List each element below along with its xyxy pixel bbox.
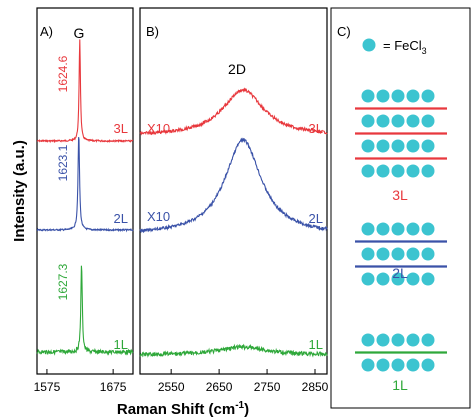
x-tick-label: 2550 [158, 380, 185, 394]
fecl3-molecule [406, 358, 420, 372]
peak-position-3l: 1624.6 [56, 55, 70, 92]
fecl3-molecule [421, 222, 435, 236]
spectra-traces [36, 39, 328, 358]
panel-b-label: B) [146, 24, 159, 39]
x-tick-label: 2650 [206, 380, 233, 394]
multiplier-2l: X10 [147, 209, 170, 224]
fecl3-molecule [406, 247, 420, 261]
x-axis-label-sup: -1 [235, 400, 244, 411]
fecl3-molecule [421, 139, 435, 153]
x-tick-label: 1575 [34, 380, 61, 394]
fecl3-molecule [391, 222, 405, 236]
x-axis-label-close: ) [244, 401, 249, 418]
fecl3-molecule [361, 89, 375, 103]
schematic-label-2l: 2L [392, 265, 408, 281]
schematic-label-3l: 3L [392, 187, 408, 203]
schematic-label-1l: 1L [392, 377, 408, 393]
panel-a-series-2l: 2L [114, 211, 128, 226]
fecl3-legend-text: = FeCl3 [383, 38, 427, 56]
fecl3-molecule [376, 89, 390, 103]
x-axis-label: Raman Shift (cm-1) [117, 400, 249, 418]
fecl3-molecule [406, 114, 420, 128]
fecl3-molecule [361, 164, 375, 178]
fecl3-molecule [391, 333, 405, 347]
fecl3-molecule [421, 358, 435, 372]
fecl3-molecule [421, 89, 435, 103]
y-axis-label: Intensity (a.u.) [11, 140, 28, 242]
g-peak-label: G [74, 25, 85, 41]
spectrum-1l [36, 265, 134, 356]
fecl3-legend-eq: = FeCl [383, 38, 422, 53]
fecl3-molecule [421, 114, 435, 128]
fecl3-molecule [421, 164, 435, 178]
fecl3-molecule [361, 114, 375, 128]
panel-b-series-1l: 1L [309, 337, 323, 352]
fecl3-legend-dot [362, 38, 376, 52]
fecl3-molecule [421, 247, 435, 261]
panel-a-series-1l: 1L [114, 337, 128, 352]
fecl3-molecule [421, 333, 435, 347]
fecl3-molecule [391, 164, 405, 178]
fecl3-molecule [391, 358, 405, 372]
fecl3-molecule [391, 89, 405, 103]
spectrum-2l [139, 137, 328, 234]
fecl3-molecule [376, 358, 390, 372]
fecl3-molecule [406, 222, 420, 236]
fecl3-molecule [391, 272, 405, 286]
fecl3-molecule [361, 358, 375, 372]
fecl3-molecule [406, 89, 420, 103]
peak-position-1l: 1627.3 [56, 263, 70, 300]
axis-ticks: 1575 1675 2550 2650 2750 2850 [34, 369, 329, 394]
panel-c-frame [330, 7, 471, 409]
fecl3-molecule [376, 247, 390, 261]
panel-b-series-3l: 3L [309, 121, 323, 136]
fecl3-molecule [376, 272, 390, 286]
panel-c-label: C) [337, 24, 351, 39]
x-tick-label: 1675 [100, 380, 127, 394]
fecl3-molecule [391, 114, 405, 128]
fecl3-molecule [421, 272, 435, 286]
spectrum-1l [139, 343, 328, 358]
x-tick-label: 2850 [302, 380, 329, 394]
spectrum-2l [36, 137, 134, 233]
spectrum-3l [36, 39, 134, 144]
fecl3-molecule [406, 164, 420, 178]
fecl3-molecule [361, 139, 375, 153]
fecl3-molecule [406, 272, 420, 286]
fecl3-molecule [361, 272, 375, 286]
panel-b-series-2l: 2L [309, 211, 323, 226]
panel-a-label: A) [40, 24, 53, 39]
fecl3-legend-sub: 3 [422, 46, 427, 56]
peak-position-2l: 1623.1 [56, 144, 70, 181]
fecl3-molecule [406, 139, 420, 153]
fecl3-molecule [376, 114, 390, 128]
spectrum-3l [139, 87, 328, 136]
fecl3-molecule [406, 333, 420, 347]
fecl3-molecule [391, 139, 405, 153]
x-tick-label: 2750 [254, 380, 281, 394]
panel-b-frame [139, 7, 328, 375]
fecl3-molecule [361, 247, 375, 261]
fecl3-molecule [361, 222, 375, 236]
fecl3-molecule [376, 222, 390, 236]
fecl3-molecule [376, 139, 390, 153]
fecl3-molecule [376, 333, 390, 347]
2d-peak-label: 2D [228, 61, 246, 77]
fecl3-schematic: 3L 2L 1L [355, 89, 447, 393]
fecl3-molecule [391, 247, 405, 261]
panel-a-series-3l: 3L [114, 121, 128, 136]
fecl3-molecule [361, 333, 375, 347]
x-axis-label-main: Raman Shift (cm [117, 401, 235, 418]
fecl3-molecule [376, 164, 390, 178]
panel-a-frame [36, 7, 134, 375]
